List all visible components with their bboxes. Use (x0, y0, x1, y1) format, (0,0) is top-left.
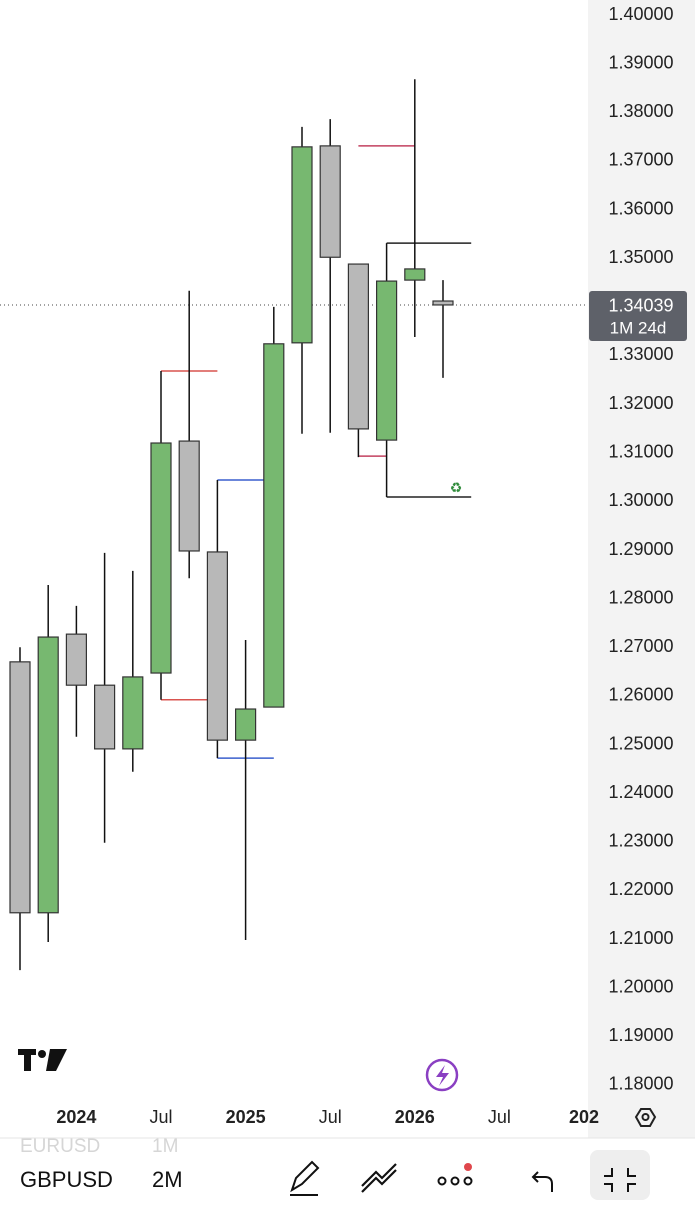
y-tick-label: 1.32000 (608, 393, 673, 413)
price-axis-panel (588, 0, 695, 1138)
logo (18, 1049, 67, 1071)
x-tick-label: Jul (488, 1107, 511, 1127)
candle-body (319, 145, 341, 258)
x-tick-label: 2024 (56, 1107, 96, 1127)
plot: 1.40000 1.39000 1.38000 1.37000 1.36000 1.350… (0, 4, 687, 1127)
last-price-label: 1.34039 (608, 296, 673, 316)
y-tick-label: 1.22000 (608, 879, 673, 899)
y-tick-label: 1.20000 (608, 976, 673, 996)
y-tick-label: 1.23000 (608, 831, 673, 851)
lightning-button[interactable] (425, 1058, 459, 1092)
series: ♻ (0, 79, 588, 971)
more-button[interactable] (437, 1163, 473, 1186)
y-tick-label: 1.26000 (608, 685, 673, 705)
candle-body (122, 676, 144, 750)
x-tick-label: 202 (569, 1107, 599, 1127)
y-tick-label: 1.18000 (608, 1074, 673, 1094)
candle-body (65, 633, 88, 686)
candle-body (93, 684, 116, 750)
candle-body (9, 661, 31, 914)
y-tick-label: 1.19000 (608, 1025, 673, 1045)
y-tick-label: 1.37000 (608, 150, 673, 170)
y-tick-label: 1.38000 (608, 101, 673, 121)
y-tick-label: 1.33000 (608, 344, 673, 364)
y-tick-label: 1.30000 (608, 490, 673, 510)
x-tick-label: 2026 (395, 1107, 435, 1127)
y-tick-label: 1.31000 (608, 441, 673, 461)
y-tick-label: 1.35000 (608, 247, 673, 267)
y-tick-label: 1.39000 (608, 52, 673, 72)
y-tick-label: 1.40000 (608, 4, 673, 24)
candle-body (432, 300, 454, 306)
undo-button[interactable] (531, 1171, 553, 1192)
y-tick-label: 1.24000 (608, 782, 673, 802)
draw-button[interactable] (290, 1160, 320, 1196)
interval[interactable]: 2M (152, 1167, 183, 1192)
candle-body (404, 268, 426, 281)
candle-body (263, 343, 285, 708)
candle-body (206, 551, 228, 741)
recycle-icon: ♻ (450, 480, 463, 496)
x-tick-label: Jul (319, 1107, 342, 1127)
last-price-box (589, 290, 687, 341)
y-tick-label: 1.21000 (608, 928, 673, 948)
y-tick-label: 1.27000 (608, 636, 673, 656)
previous-symbol[interactable]: EURUSD (20, 1136, 100, 1157)
lines-button[interactable] (361, 1163, 397, 1193)
symbol[interactable]: GBPUSD (20, 1167, 113, 1192)
y-tick-label: 1.25000 (608, 733, 673, 753)
candle-body (235, 708, 257, 741)
candle-body (150, 442, 172, 674)
settings-button[interactable] (634, 1108, 657, 1127)
fullscreen-button[interactable] (590, 1150, 650, 1200)
y-tick-label: 1.28000 (608, 587, 673, 607)
candle-body (376, 280, 398, 441)
x-tick-label: Jul (149, 1107, 172, 1127)
candle-body (178, 440, 200, 552)
candle-body (347, 263, 369, 430)
countdown: 1M 24d (610, 318, 667, 337)
candle-body (37, 636, 59, 914)
x-tick-label: 2025 (226, 1107, 266, 1127)
y-tick-label: 1.36000 (608, 198, 673, 218)
y-tick-label: 1.29000 (608, 539, 673, 559)
candle-body (291, 146, 313, 344)
previous-interval[interactable]: 1M (152, 1136, 178, 1157)
